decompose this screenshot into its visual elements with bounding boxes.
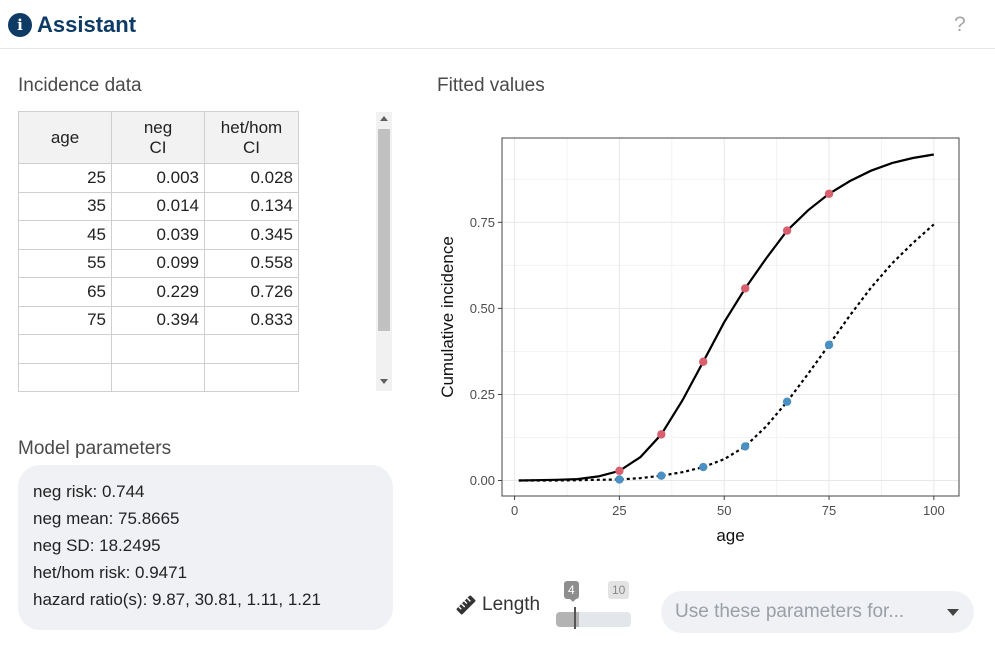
scrollbar-thumb[interactable] <box>378 129 390 331</box>
table-cell[interactable] <box>18 334 112 364</box>
table-cell[interactable] <box>111 362 205 392</box>
column-header-label: het/hom <box>220 117 283 137</box>
table-cell[interactable]: 65 <box>18 277 112 307</box>
data-point-1 <box>615 466 624 476</box>
data-point-2 <box>824 340 834 350</box>
series-line-1 <box>518 153 934 482</box>
table-cell[interactable]: 0.028 <box>204 163 299 193</box>
help-icon[interactable]: ? <box>954 13 966 36</box>
table-cell[interactable] <box>204 362 299 392</box>
slider-track[interactable] <box>556 612 631 627</box>
length-label: Length <box>482 594 541 615</box>
table-cell[interactable]: 0.134 <box>204 191 299 221</box>
table-cell[interactable]: 0.099 <box>111 248 205 278</box>
column-header-sublabel: CI <box>243 137 260 157</box>
data-point-1 <box>657 430 666 439</box>
plot-border <box>501 137 960 497</box>
scroll-down-arrow-icon[interactable] <box>376 377 392 387</box>
data-point-2 <box>615 475 624 484</box>
ruler-icon <box>456 595 476 615</box>
table-row: 55 0.099 0.558 <box>18 248 299 278</box>
data-point-2 <box>699 462 708 472</box>
table-cell[interactable]: 0.003 <box>111 163 205 193</box>
fitted-values-chart: 0 25 50 75 100 0.00 0.25 0.50 0.75 age Cumulative … <box>438 137 960 545</box>
table-cell[interactable]: 55 <box>18 248 112 278</box>
table-cell[interactable]: 0.833 <box>204 305 299 335</box>
table-cell[interactable]: 0.014 <box>111 191 205 221</box>
table-cell[interactable] <box>204 334 299 364</box>
x-axis-label: age <box>716 526 744 545</box>
table-row: 65 0.229 0.726 <box>18 277 299 307</box>
slider-fill <box>556 612 579 627</box>
column-header-neg-ci[interactable]: neg CI <box>111 111 205 164</box>
table-row <box>18 362 299 392</box>
header: i Assistant ? <box>0 0 995 49</box>
column-header-age[interactable]: age <box>18 111 112 164</box>
column-header-sublabel: CI <box>149 137 167 157</box>
slider-value-badge: 4 <box>564 581 579 602</box>
x-tick-label: 25 <box>612 503 626 518</box>
column-header-label: neg <box>143 117 173 137</box>
table-cell[interactable]: 75 <box>18 305 112 335</box>
chevron-down-icon[interactable] <box>947 609 959 616</box>
table-row: 35 0.014 0.134 <box>18 191 299 221</box>
table-cell[interactable]: 25 <box>18 163 112 193</box>
x-tick-label: 50 <box>717 503 731 518</box>
page-title: Assistant <box>37 12 137 37</box>
param-hazard-ratios: hazard ratio(s): 9.87, 30.81, 1.11, 1.21 <box>33 590 321 609</box>
y-tick-label: 0.50 <box>470 301 495 316</box>
y-tick-label: 0.25 <box>470 387 495 402</box>
x-tick-label: 100 <box>923 503 945 518</box>
param-neg-mean: neg mean: 75.8665 <box>33 509 180 528</box>
plot-background <box>502 138 959 496</box>
x-tick-label: 0 <box>511 503 518 518</box>
table-cell[interactable]: 0.394 <box>111 305 205 335</box>
incidence-data-title: Incidence data <box>18 75 142 96</box>
table-cell[interactable]: 35 <box>18 191 112 221</box>
length-slider[interactable]: 4 10 <box>556 580 632 629</box>
scroll-up-arrow-icon[interactable] <box>376 114 392 124</box>
parameters-use-select[interactable]: Use these parameters for... <box>661 591 974 633</box>
table-row: 25 0.003 0.028 <box>18 163 299 193</box>
model-parameters-title: Model parameters <box>18 438 172 459</box>
data-point-2 <box>740 442 750 451</box>
table-row: 75 0.394 0.833 <box>18 305 299 335</box>
table-cell[interactable]: 0.345 <box>204 220 299 250</box>
data-point-1 <box>699 357 708 366</box>
table-cell[interactable]: 0.726 <box>204 277 299 307</box>
table-cell[interactable]: 0.229 <box>111 277 205 307</box>
table-row: 45 0.039 0.345 <box>18 220 299 250</box>
data-point-1 <box>782 226 792 235</box>
column-header-het-hom-ci[interactable]: het/hom CI <box>204 111 299 164</box>
table-cell[interactable]: 0.039 <box>111 220 205 250</box>
table-cell[interactable]: 45 <box>18 220 112 250</box>
param-neg-sd: neg SD: 18.2495 <box>33 536 161 555</box>
data-point-2 <box>782 397 792 406</box>
data-point-1 <box>740 284 750 293</box>
select-placeholder: Use these parameters for... <box>675 601 905 622</box>
y-tick-label: 0.00 <box>470 473 495 488</box>
fitted-values-title: Fitted values <box>437 75 545 96</box>
table-header-row: age neg CI het/hom CI <box>18 111 299 164</box>
param-het-hom-risk: het/hom risk: 0.9471 <box>33 563 188 582</box>
data-point-2 <box>657 471 666 480</box>
slider-handle[interactable] <box>573 607 576 629</box>
table-scrollbar[interactable] <box>376 112 392 391</box>
slider-max-badge: 10 <box>608 581 630 599</box>
column-header-label: age <box>50 127 80 147</box>
table-cell[interactable] <box>18 362 112 392</box>
model-parameters-box: neg risk: 0.744 neg mean: 75.8665 neg SD… <box>18 465 393 630</box>
table-cell[interactable]: 0.558 <box>204 248 299 278</box>
table-cell[interactable] <box>111 334 205 364</box>
table-row <box>18 334 299 364</box>
y-tick-label: 0.75 <box>470 215 495 230</box>
data-point-1 <box>824 189 834 198</box>
param-neg-risk: neg risk: 0.744 <box>33 482 145 501</box>
incidence-table: age neg CI het/hom CI 25 0.003 0.028 35 0.… <box>18 111 299 392</box>
x-tick-label: 75 <box>822 503 836 518</box>
info-icon[interactable]: i <box>8 13 32 37</box>
y-axis-label: Cumulative incidence <box>438 236 457 398</box>
